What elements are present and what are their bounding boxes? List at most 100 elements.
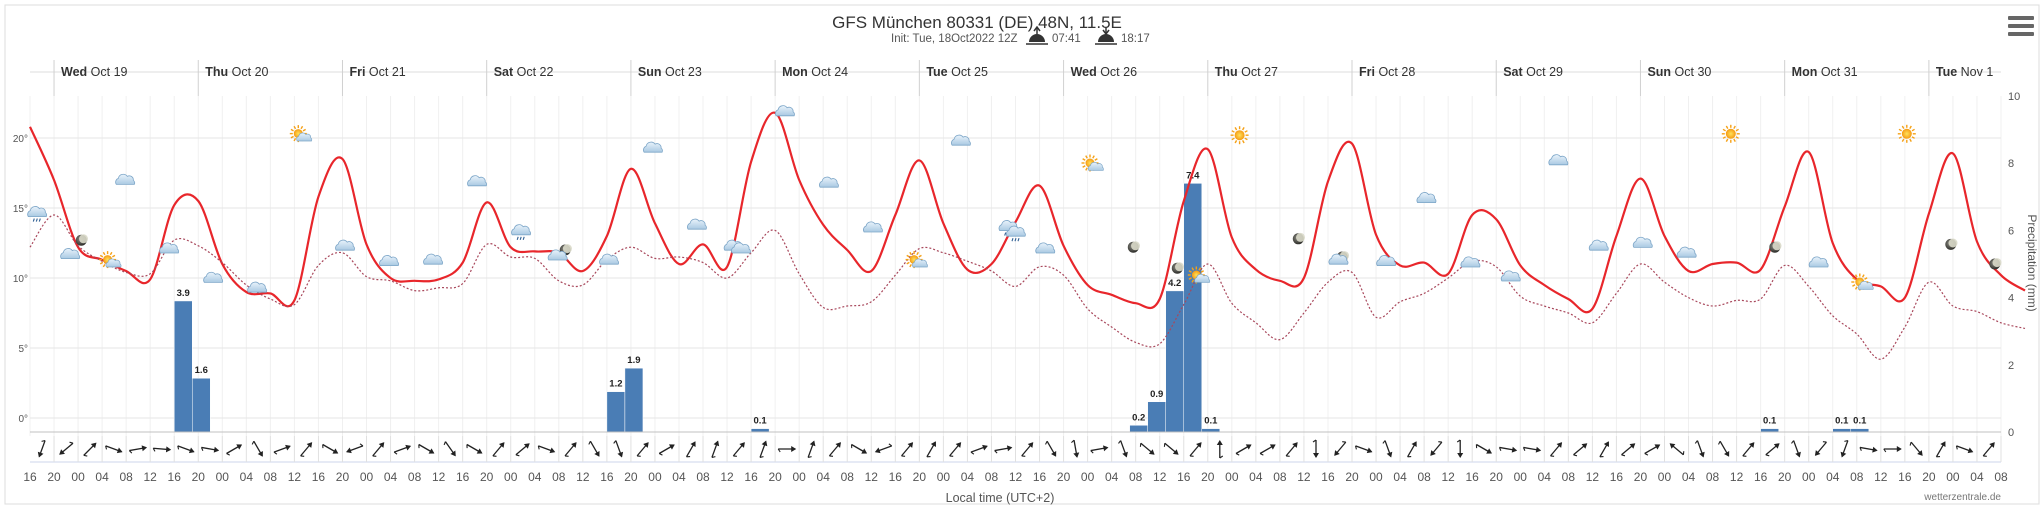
moon-icon <box>1769 241 1782 253</box>
wind-arrow-icon <box>564 442 577 457</box>
wind-arrow-icon <box>970 444 988 455</box>
wind-arrow-icon <box>128 445 148 454</box>
temperature-lines <box>28 111 2026 360</box>
hour-label: 08 <box>696 470 710 484</box>
wind-arrow-icon <box>273 444 291 455</box>
hour-label: 00 <box>1514 470 1528 484</box>
y-tick-right: 0 <box>2008 427 2014 439</box>
precip-label: 0.2 <box>1132 412 1145 423</box>
y-tick-right: 2 <box>2008 360 2014 372</box>
wind-arrow-icon <box>1312 439 1319 458</box>
wind-arrow-icon <box>1382 440 1393 458</box>
hour-label: 00 <box>360 470 374 484</box>
hour-label: 04 <box>240 470 254 484</box>
precip-label: 0.1 <box>1763 416 1777 427</box>
cloud-icon <box>203 271 224 283</box>
grid-lines <box>29 60 2002 436</box>
hour-label: 08 <box>1273 470 1287 484</box>
hour-label: 12 <box>288 470 302 484</box>
sun-icon <box>1897 124 1916 143</box>
precip-bar <box>624 367 644 433</box>
hour-label: 12 <box>432 470 446 484</box>
wind-arrow-icon <box>515 443 530 457</box>
wind-arrow-icon <box>372 442 385 457</box>
wind-arrow-icon <box>200 446 220 453</box>
hour-label: 16 <box>1466 470 1480 484</box>
moon-icon <box>1292 232 1305 245</box>
chart-subtitle-init: Init: Tue, 18Oct2022 12Z <box>891 33 1018 45</box>
wind-arrow-icon <box>1139 442 1155 455</box>
cloud-icon <box>863 221 883 233</box>
wind-arrow-icon <box>1071 439 1080 458</box>
hour-label: 20 <box>1490 470 1504 484</box>
sun-cloud-icon <box>289 125 313 143</box>
day-label: Fri Oct 21 <box>349 65 405 79</box>
wind-arrow-icon <box>1765 443 1780 457</box>
hour-label: 00 <box>792 470 806 484</box>
wind-arrow-icon <box>418 443 435 454</box>
cloud-icon <box>1632 236 1653 248</box>
y-tick-right: 4 <box>2008 293 2014 305</box>
precip-label: 1.2 <box>609 379 622 390</box>
hour-label: 08 <box>1417 470 1431 484</box>
precip-bar <box>1129 425 1148 433</box>
hour-label: 20 <box>1201 470 1215 484</box>
wind-arrow-icon <box>874 443 893 454</box>
hour-label: 04 <box>1538 470 1552 484</box>
wind-arrow-icon <box>1090 445 1109 454</box>
moon-icon <box>1171 262 1184 274</box>
wind-arrow-icon <box>1522 446 1542 453</box>
wind-arrow-icon <box>1498 446 1518 453</box>
wind-arrow-icon <box>1216 440 1224 459</box>
hour-label: 00 <box>1369 470 1383 484</box>
cloud-icon <box>1035 242 1056 254</box>
hour-label: 16 <box>1177 470 1191 484</box>
hamburger-menu-icon[interactable] <box>2008 16 2034 40</box>
hour-label: 12 <box>865 470 879 484</box>
cloud-icon <box>1548 154 1569 166</box>
wind-arrow-icon <box>59 441 74 455</box>
wind-arrow-icon <box>1550 442 1563 457</box>
day-label: Thu Oct 20 <box>205 65 268 79</box>
wind-arrow-icon <box>949 442 962 457</box>
cloud-icon <box>547 249 568 261</box>
hour-label: 04 <box>1682 470 1696 484</box>
wind-arrow-icon <box>1118 440 1128 458</box>
sun-icon <box>1721 124 1740 143</box>
y-tick-right: 6 <box>2008 225 2014 237</box>
hour-label: 16 <box>1898 470 1912 484</box>
cloud-icon <box>599 253 619 265</box>
sunset-icon <box>1095 27 1117 45</box>
wind-arrow-icon <box>37 440 46 458</box>
wind-arrow-icon <box>1883 446 1902 453</box>
hour-label: 12 <box>1153 470 1167 484</box>
precip-bar <box>606 391 626 433</box>
sun-cloud-icon <box>1081 154 1104 172</box>
wind-arrow-icon <box>711 440 720 458</box>
dewpoint-line <box>29 214 2026 360</box>
wind-arrow-icon <box>926 441 936 458</box>
temperature-line <box>28 111 2026 314</box>
wind-arrow-icon <box>613 440 624 458</box>
hour-label: 20 <box>336 470 350 484</box>
hour-label: 00 <box>648 470 662 484</box>
hour-label: 08 <box>1994 470 2008 484</box>
sun-icon <box>1230 126 1249 145</box>
wind-arrow-icon <box>1791 440 1801 458</box>
axes: Wed Oct 19 Thu Oct 20 Fri Oct 21 Sat Oct 22… <box>13 65 2020 484</box>
hour-label: 12 <box>144 470 158 484</box>
hour-label: 12 <box>576 470 590 484</box>
hour-label: 20 <box>47 470 61 484</box>
day-label: Wed Oct 26 <box>1071 65 1138 79</box>
cloud-icon <box>60 248 81 260</box>
wind-arrow-icon <box>1456 439 1464 458</box>
hour-label: 20 <box>913 470 927 484</box>
moon-icon <box>1945 238 1958 250</box>
precip-bar <box>191 377 211 433</box>
cloud-icon <box>247 281 268 293</box>
cloud-icon <box>115 173 136 185</box>
precip-label: 7.4 <box>1186 170 1200 181</box>
hour-label: 16 <box>168 470 182 484</box>
hour-label: 16 <box>312 470 326 484</box>
